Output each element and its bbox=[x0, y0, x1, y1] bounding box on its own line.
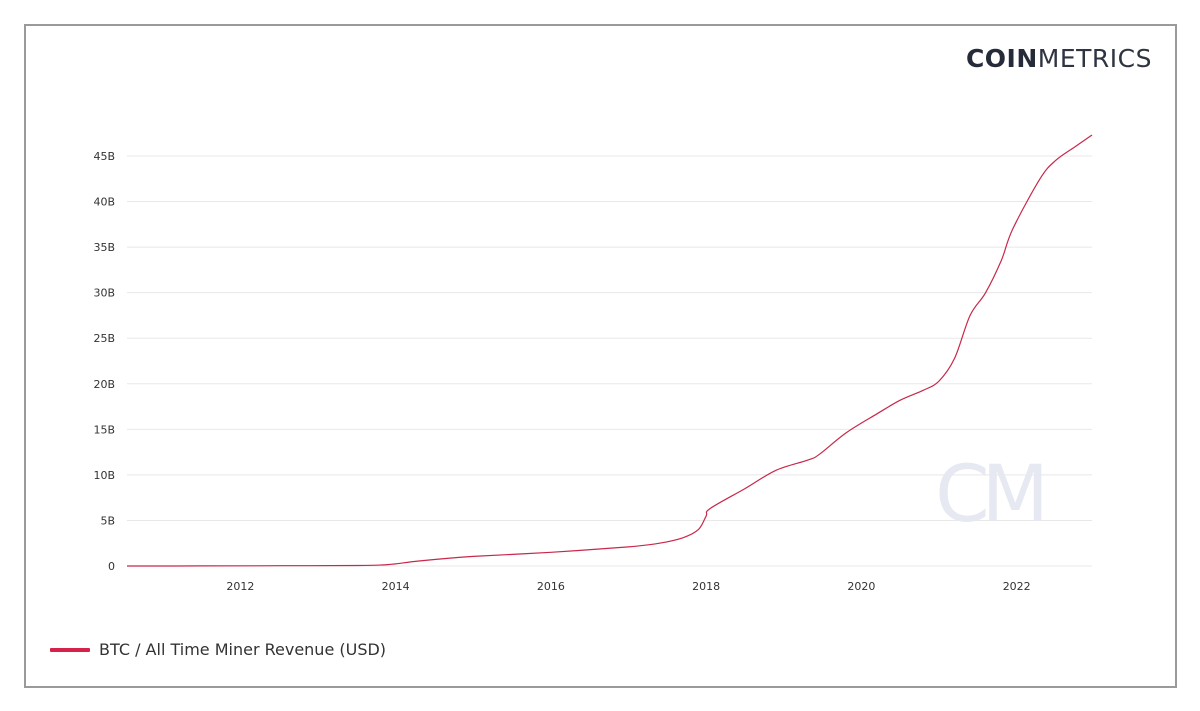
y-tick-label: 10B bbox=[93, 469, 115, 482]
gridlines bbox=[127, 155, 1092, 567]
x-axis-ticks: 2012 2014 2016 2018 2020 2022 bbox=[226, 580, 1030, 593]
logo-metrics-text: METRICS bbox=[1037, 44, 1152, 73]
y-tick-label: 0 bbox=[108, 560, 115, 573]
x-tick-label: 2012 bbox=[226, 580, 254, 593]
legend-label-btc-miner-revenue: BTC / All Time Miner Revenue (USD) bbox=[99, 640, 387, 659]
coinmetrics-logo: COINMETRICS bbox=[966, 44, 1152, 73]
legend: BTC / All Time Miner Revenue (USD) bbox=[50, 640, 386, 659]
y-tick-label: 15B bbox=[93, 423, 115, 436]
x-tick-label: 2018 bbox=[692, 580, 720, 593]
y-tick-label: 35B bbox=[93, 241, 115, 254]
series-layer bbox=[126, 134, 1093, 567]
x-tick-label: 2022 bbox=[1003, 580, 1031, 593]
y-tick-label: 30B bbox=[93, 287, 115, 300]
y-tick-label: 25B bbox=[93, 332, 115, 345]
logo-coin-text: COIN bbox=[965, 44, 1038, 73]
y-axis-ticks: 0 5B 10B 15B 20B 25B 30B 35B 40B 45B bbox=[93, 150, 115, 573]
x-tick-label: 2014 bbox=[382, 580, 410, 593]
watermark-text: CM bbox=[935, 450, 1041, 540]
legend-swatch-btc-miner-revenue bbox=[50, 647, 90, 652]
y-tick-label: 20B bbox=[93, 378, 115, 391]
chart-frame bbox=[24, 24, 1177, 688]
x-tick-label: 2016 bbox=[537, 580, 565, 593]
cm-watermark-icon: CM bbox=[935, 450, 1049, 540]
y-tick-label: 40B bbox=[93, 196, 115, 209]
y-tick-label: 5B bbox=[100, 514, 115, 527]
x-tick-label: 2020 bbox=[847, 580, 875, 593]
series-line-btc-miner-revenue bbox=[126, 134, 1093, 567]
y-tick-label: 45B bbox=[93, 150, 115, 163]
